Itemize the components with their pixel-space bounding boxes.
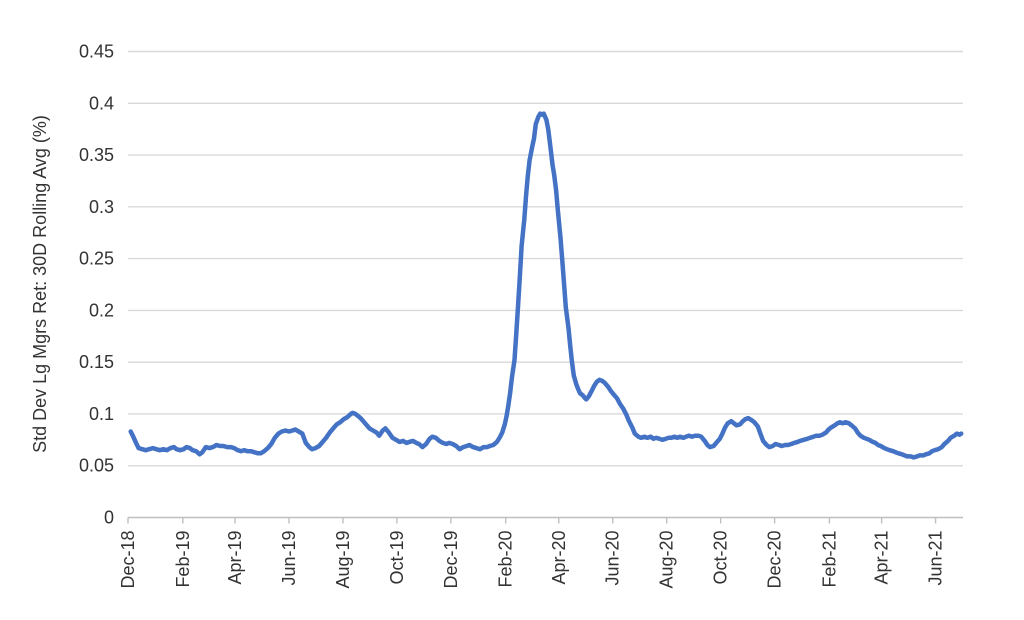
- y-tick-label: 0.1: [89, 404, 114, 424]
- x-tick-label: Aug-20: [657, 531, 677, 589]
- y-tick-label: 0.45: [79, 42, 114, 62]
- y-tick-label: 0.3: [89, 197, 114, 217]
- x-axis-group: [127, 516, 963, 524]
- data-series-line: [128, 111, 964, 460]
- y-tick-label: 0.25: [79, 249, 114, 269]
- x-tick-label: Apr-19: [225, 531, 245, 585]
- x-tick-label: Feb-21: [819, 531, 839, 588]
- x-tick-label: Feb-19: [173, 531, 193, 588]
- x-tick-label: Dec-19: [441, 531, 461, 589]
- x-tick-label: Apr-21: [872, 531, 892, 585]
- y-tick-label: 0.15: [79, 352, 114, 372]
- y-tick-label: 0: [104, 508, 114, 528]
- x-tick-labels-group: Dec-18 Feb-19 Apr-19 Jun-19 Aug-19 Oct-19 Dec-…: [118, 531, 946, 589]
- y-axis-title: Std Dev Lg Mgrs Ret: 30D Rolling Avg (%): [30, 115, 50, 453]
- y-tick-labels-group: 0 0.05 0.1 0.15 0.2 0.25 0.3 0.35 0.4 0.45: [79, 42, 114, 528]
- x-tick-label: Jun-20: [603, 531, 623, 586]
- x-tick-label: Jun-21: [926, 531, 946, 586]
- gridlines-group: [128, 50, 963, 467]
- x-tick-label: Oct-19: [387, 531, 407, 585]
- x-tick-label: Dec-20: [765, 531, 785, 589]
- y-tick-label: 0.35: [79, 145, 114, 165]
- y-tick-label: 0.2: [89, 300, 114, 320]
- x-tick-label: Dec-18: [118, 531, 138, 589]
- x-tick-label: Aug-19: [333, 531, 353, 589]
- x-tick-label: Feb-20: [496, 531, 516, 588]
- x-tick-label: Apr-20: [549, 531, 569, 585]
- x-tick-label: Jun-19: [279, 531, 299, 586]
- y-tick-label: 0.4: [89, 93, 114, 113]
- x-tick-label: Oct-20: [711, 531, 731, 585]
- y-tick-label: 0.05: [79, 456, 114, 476]
